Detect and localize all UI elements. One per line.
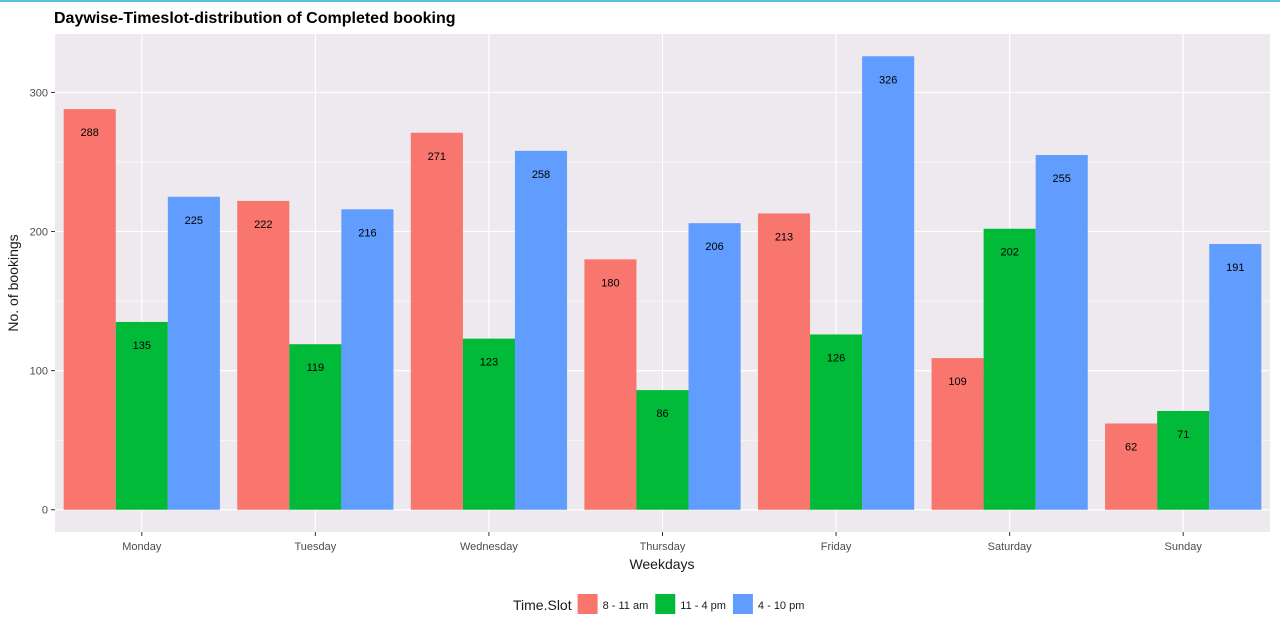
- data-label: 119: [307, 362, 325, 374]
- data-label: 216: [358, 227, 376, 239]
- legend-swatch: [577, 594, 598, 614]
- x-tick-label: Monday: [122, 541, 162, 553]
- bar: [688, 223, 741, 510]
- y-tick-label: 200: [30, 227, 48, 239]
- bar: [1105, 423, 1158, 510]
- data-label: 255: [1053, 173, 1071, 185]
- data-label: 222: [254, 219, 272, 231]
- data-label: 126: [827, 352, 845, 364]
- bar: [931, 358, 984, 510]
- bar: [63, 109, 116, 510]
- legend-swatch: [732, 594, 753, 614]
- legend-swatch: [655, 594, 676, 614]
- bar: [862, 56, 915, 510]
- y-tick-label: 0: [42, 505, 48, 517]
- legend-label: 4 - 10 pm: [758, 600, 804, 612]
- bar: [636, 390, 689, 510]
- bar: [1209, 244, 1262, 510]
- data-label: 271: [428, 151, 446, 163]
- data-label: 109: [948, 376, 966, 388]
- bar: [410, 132, 463, 510]
- data-label: 71: [1177, 429, 1189, 441]
- bar: [289, 344, 342, 510]
- x-tick-label: Wednesday: [460, 541, 518, 553]
- x-tick-label: Friday: [821, 541, 852, 553]
- data-label: 180: [601, 277, 619, 289]
- x-tick-label: Saturday: [988, 541, 1033, 553]
- bars: [63, 56, 1262, 510]
- legend-label: 11 - 4 pm: [680, 600, 726, 612]
- data-label: 123: [480, 357, 498, 369]
- top-rule: [0, 0, 1280, 2]
- y-tick-label: 100: [30, 366, 48, 378]
- y-tick-label: 300: [30, 87, 48, 99]
- data-label: 191: [1226, 262, 1244, 274]
- legend-label: 8 - 11 am: [603, 600, 649, 612]
- data-label: 213: [775, 231, 793, 243]
- data-label: 62: [1125, 441, 1137, 453]
- x-axis: Monday Tuesday Wednesday Thursday Friday Satu…: [122, 532, 1202, 553]
- data-label: 258: [532, 169, 550, 181]
- legend-title: Time.Slot: [513, 597, 572, 613]
- data-label: 326: [879, 74, 897, 86]
- bar: [810, 334, 863, 510]
- bar: [237, 200, 290, 510]
- data-labels: 288 222 271 180 213 109 62 135 119 123 86 126 202 71 2…: [81, 74, 1245, 453]
- bar: [757, 213, 811, 510]
- x-tick-label: Sunday: [1165, 541, 1203, 553]
- bar: [1035, 155, 1088, 510]
- bar: [115, 321, 168, 510]
- bar: [514, 150, 568, 510]
- x-tick-label: Thursday: [640, 541, 686, 553]
- data-label: 135: [133, 340, 151, 352]
- bar: [983, 228, 1036, 510]
- x-tick-label: Tuesday: [294, 541, 336, 553]
- legend: Time.Slot 8 - 11 am 11 - 4 pm 4 - 10 pm: [513, 594, 804, 614]
- data-label: 288: [81, 127, 99, 139]
- bar: [167, 196, 220, 510]
- bar: [1157, 410, 1210, 510]
- data-label: 206: [705, 241, 723, 253]
- data-label: 225: [185, 215, 203, 227]
- bar: [462, 338, 515, 510]
- y-axis: 0 100 200 300: [30, 87, 55, 517]
- y-axis-title: No. of bookings: [5, 234, 21, 331]
- chart-title: Daywise-Timeslot-distribution of Complet…: [54, 10, 456, 27]
- data-label: 202: [1000, 247, 1018, 259]
- bar: [341, 209, 394, 510]
- bar: [584, 259, 637, 510]
- x-axis-title: Weekdays: [629, 556, 694, 572]
- data-label: 86: [656, 408, 668, 420]
